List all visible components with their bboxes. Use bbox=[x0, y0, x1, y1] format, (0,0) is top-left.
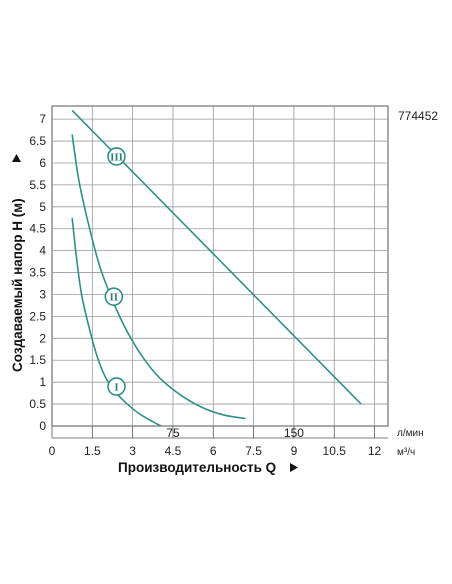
x-axis-arrow-icon bbox=[290, 463, 298, 472]
curve-i bbox=[71, 217, 162, 427]
curve-label-iii: III bbox=[110, 151, 123, 163]
model-code: 774452 bbox=[398, 109, 438, 123]
y-tick-label: 3 bbox=[39, 287, 46, 301]
y-tick-label: 7 bbox=[39, 112, 46, 126]
curve-label-i: I bbox=[114, 382, 118, 394]
x-tick-label: 10.5 bbox=[323, 444, 347, 458]
x-tick-label: 9 bbox=[291, 444, 298, 458]
y-tick-label: 2 bbox=[39, 331, 46, 345]
curve-ii bbox=[71, 134, 246, 420]
y-tick-label: 4 bbox=[39, 244, 46, 258]
curve-marker-ii bbox=[104, 287, 124, 306]
y-axis-title: Создаваемый напор H (м) bbox=[10, 198, 25, 372]
plot-frame bbox=[51, 105, 389, 427]
y-axis-arrow-icon bbox=[12, 154, 21, 162]
y-tick-label: 5 bbox=[39, 200, 46, 214]
x2-tick-label: 75 bbox=[166, 426, 180, 440]
x-tick-label: 0 bbox=[49, 444, 56, 458]
curve-label-ii: II bbox=[110, 292, 119, 304]
x-tick-label: 7.5 bbox=[245, 444, 262, 458]
x-tick-label: 12 bbox=[368, 444, 382, 458]
x2-tick-labels: 75 150 bbox=[166, 426, 304, 440]
x2-unit-label: л/мин bbox=[397, 428, 424, 439]
y-tick-label: 1 bbox=[39, 375, 46, 389]
x-tick-label: 6 bbox=[210, 444, 217, 458]
y-tick-labels: 0 0.5 1 1.5 2 2.5 3 3.5 4 4.5 5 5.5 6 6.5 7 bbox=[29, 112, 46, 433]
y-tick-label: 3.5 bbox=[29, 266, 46, 280]
y-tick-label: 6.5 bbox=[29, 134, 46, 148]
y-tick-label: 0 bbox=[39, 419, 46, 433]
x-tick-labels: 0 1.5 3 4.5 6 7.5 9 10.5 12 bbox=[49, 426, 388, 458]
x-tick-label: 1.5 bbox=[84, 444, 101, 458]
x-tick-label: 3 bbox=[129, 444, 136, 458]
curve-marker-iii bbox=[107, 147, 126, 166]
x-unit-label: м³/ч bbox=[397, 447, 415, 458]
y-tick-label: 5.5 bbox=[29, 178, 46, 192]
x-tick-label: 4.5 bbox=[165, 444, 182, 458]
curve-marker-i bbox=[107, 377, 126, 396]
x2-tick-label: 150 bbox=[284, 426, 304, 440]
y-tick-label: 6 bbox=[39, 156, 46, 170]
y-tick-label: 2.5 bbox=[29, 309, 46, 323]
x-axis-title: Производительность Q bbox=[118, 460, 276, 475]
y-tick-label: 1.5 bbox=[29, 353, 46, 367]
grid bbox=[51, 105, 389, 427]
y-tick-label: 4.5 bbox=[29, 222, 46, 236]
y-tick-label: 0.5 bbox=[29, 397, 46, 411]
